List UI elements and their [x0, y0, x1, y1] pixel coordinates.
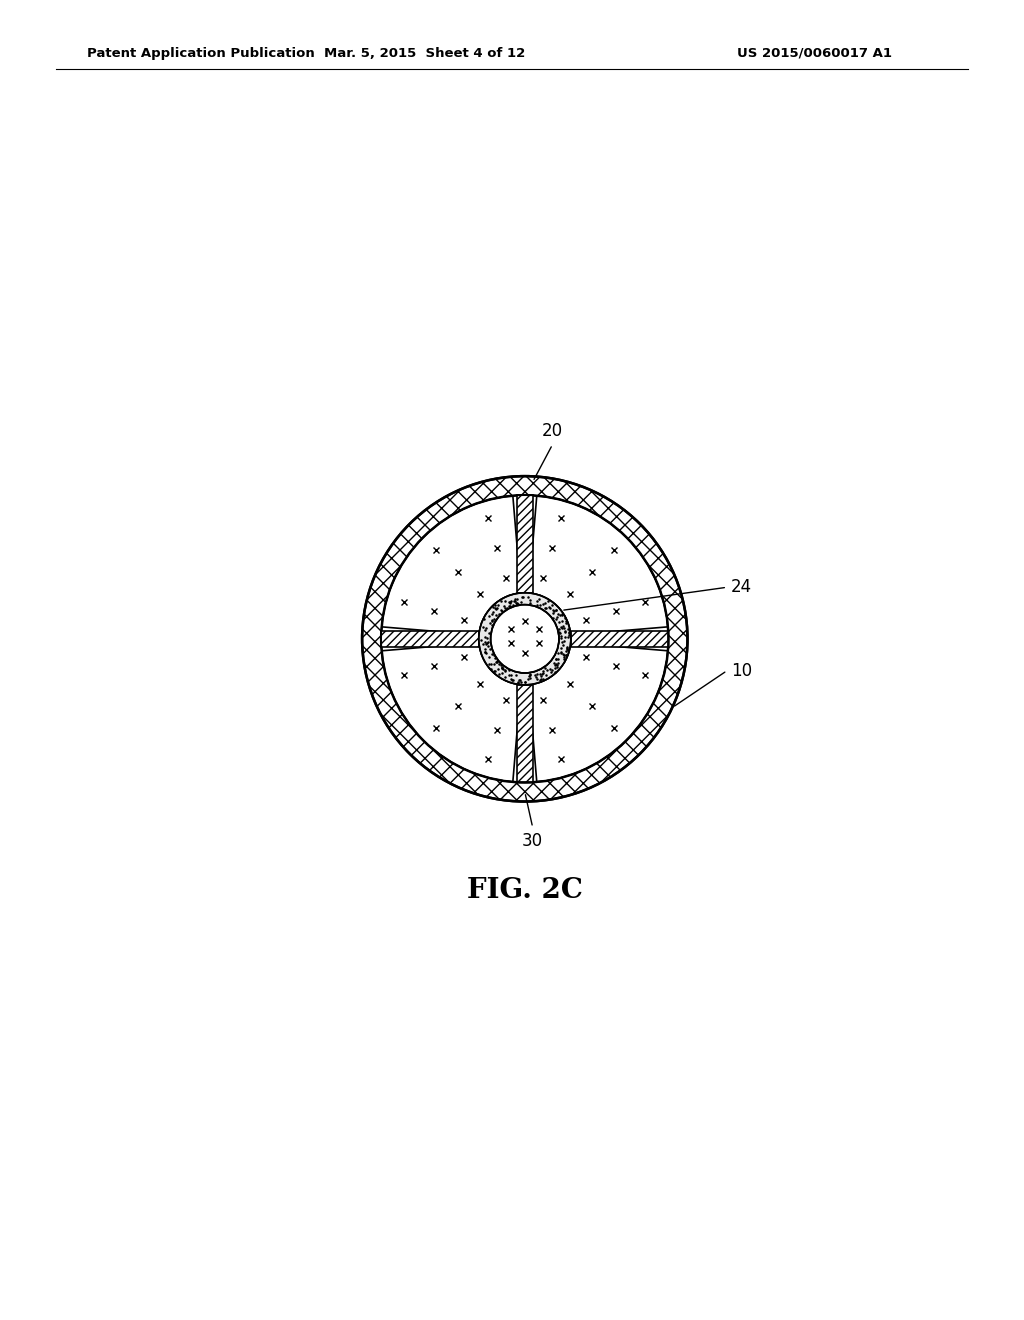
Wedge shape: [528, 496, 668, 635]
Wedge shape: [382, 496, 521, 635]
Wedge shape: [382, 643, 521, 781]
Text: US 2015/0060017 A1: US 2015/0060017 A1: [737, 46, 892, 59]
Circle shape: [490, 605, 559, 673]
Text: Mar. 5, 2015  Sheet 4 of 12: Mar. 5, 2015 Sheet 4 of 12: [325, 46, 525, 59]
Bar: [570, 631, 669, 647]
Text: Patent Application Publication: Patent Application Publication: [87, 46, 314, 59]
Wedge shape: [528, 643, 668, 781]
Bar: [517, 495, 532, 593]
Bar: [517, 685, 532, 783]
Circle shape: [381, 495, 669, 783]
Text: 24: 24: [731, 578, 753, 597]
Bar: [381, 631, 479, 647]
Text: 30: 30: [522, 832, 544, 850]
Text: FIG. 2C: FIG. 2C: [467, 876, 583, 904]
Text: 20: 20: [542, 422, 563, 441]
Text: 10: 10: [731, 661, 753, 680]
